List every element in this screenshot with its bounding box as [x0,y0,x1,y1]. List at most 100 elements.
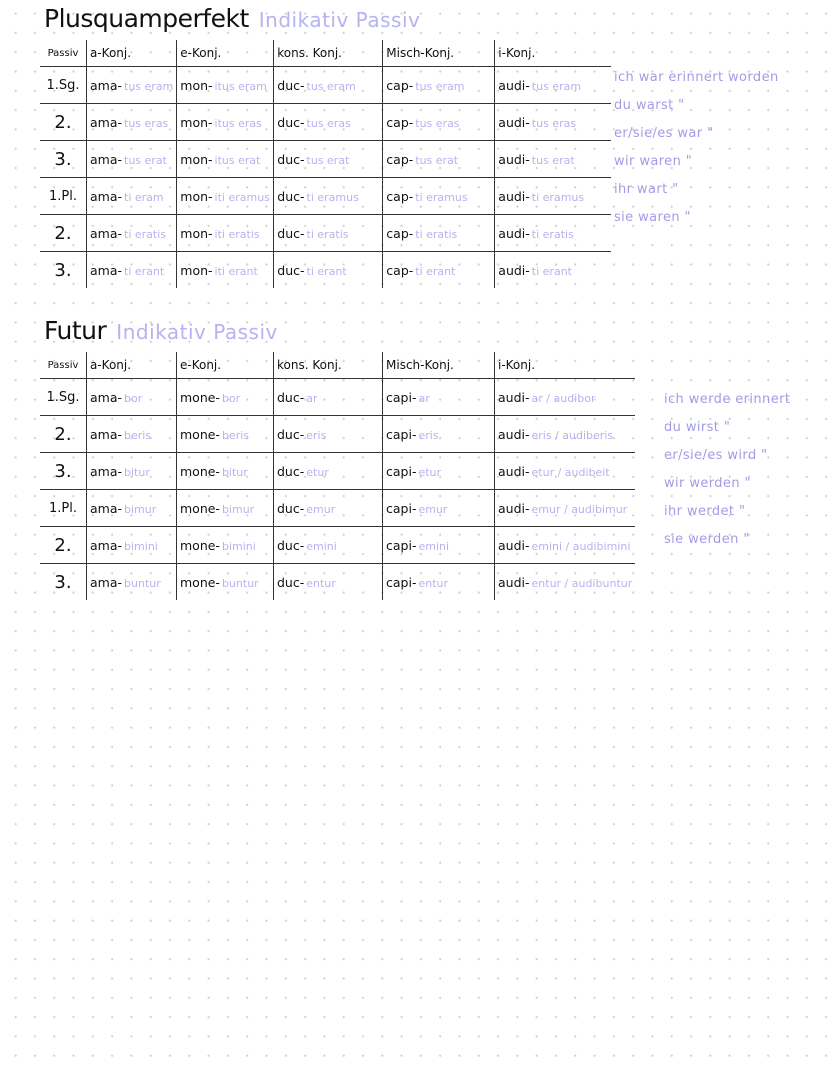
verb-ending: tus eram [124,79,174,93]
conjugation-cell: audi-tus eram [494,66,612,104]
table-row: 3. ama-tus erat mon-itus erat duc-tus erat c… [40,140,612,178]
conjugation-cell: audi-emini / audibimini [494,526,636,564]
verb-stem: audi- [498,225,530,241]
column-header: Passiv [40,40,87,67]
verb-ending: itus erat [214,153,261,167]
verb-stem: ama- [90,574,123,590]
conjugation-cell: ama-bimini [86,526,177,564]
conjugation-cell: mon-itus eras [176,103,274,141]
verb-stem: ama- [90,500,123,516]
verb-stem: cap- [386,151,414,167]
conjugation-cell: mone-bitur [176,452,274,490]
verb-ending: tus erat [415,153,459,167]
verb-stem: capi- [386,389,417,405]
verb-stem: audi- [498,114,530,130]
table-row: 1.Sg. ama-tus eram mon-itus eram duc-tus er… [40,66,612,104]
verb-ending: ti erant [531,264,572,278]
conjugation-cell: audi-entur / audibuntur [494,563,636,600]
verb-ending: eris [306,428,327,442]
person-label: 1.Sg. [40,378,87,416]
conjugation-cell: mon-iti eramus [176,177,274,215]
verb-ending: tus eras [415,116,460,130]
translation-line: wir waren " [614,154,693,169]
header-row: Passiv a-Konj. e-Konj. kons. Konj. Misch-Kon… [40,40,612,67]
conjugation-cell: capi-etur [382,452,495,490]
conjugation-cell: ama-ti eratis [85,214,177,252]
verb-stem: mone- [180,537,220,553]
verb-stem: ama- [90,151,123,167]
conjugation-cell: duc-ti erant [273,251,383,288]
verb-ending: entur [418,576,448,590]
verb-ending: tus eras [306,116,351,130]
verb-ending: emur [306,502,336,516]
verb-stem: mon- [180,77,213,93]
conjugation-cell: mon-iti erant [176,251,274,288]
table-row: 2. ama-tus eras mon-itus eras duc-tus eras c… [40,103,612,141]
person-label: 3. [54,571,72,593]
section-title: Futur Indikativ Passiv [44,316,278,345]
conjugation-cell: audi-ti erant [494,251,612,288]
column-header: Misch-Konj. [382,40,495,67]
verb-stem: audi- [498,262,530,278]
conjugation-cell: ama-buntur [86,563,177,600]
verb-stem: audi- [498,389,530,405]
person-label: 2. [40,103,87,141]
verb-ending: iti eramus [214,190,270,204]
verb-stem: ama- [90,114,123,130]
conjugation-cell: capi-emini [382,526,495,564]
verb-stem: duc- [277,225,305,241]
translation-line: ihr wart " [614,182,679,197]
verb-ending: bitur [124,465,150,479]
verb-stem: duc- [277,574,305,590]
conjugation-cell: ama-ti erant [85,251,177,288]
conjugation-cell: capi-ar [382,378,495,416]
verb-stem: ama- [90,262,123,278]
verb-ending: ar [306,391,318,405]
verb-stem: audi- [498,426,530,442]
conjugation-cell: cap-tus eras [382,103,495,141]
verb-stem: mone- [180,574,220,590]
verb-stem: mone- [180,389,220,405]
verb-ending: ti eramus [531,190,585,204]
conjugation-cell: duc-ti eramus [273,177,383,215]
translation-line: du wirst " [664,420,731,435]
verb-ending: tus erat [306,153,350,167]
verb-stem: duc- [277,426,305,442]
conjugation-cell: cap-tus eram [382,66,495,104]
person-label: 2. [40,526,87,564]
verb-stem: duc- [277,114,305,130]
conjugation-cell: cap-ti eramus [382,177,495,215]
conjugation-cell: capi-emur [382,489,495,527]
verb-stem: audi- [498,188,530,204]
column-header: Misch-Konj. [382,352,495,379]
conjugation-cell: ama-bor [86,378,177,416]
translation-line: ich war erinnert worden [614,70,779,85]
verb-stem: ama- [90,77,123,93]
table-row: 2. ama-ti eratis mon-iti eratis duc-ti erat… [40,214,612,252]
verb-stem: mone- [180,463,220,479]
conjugation-cell: mone-bimini [176,526,274,564]
verb-stem: audi- [498,151,530,167]
verb-ending: beris [124,428,152,442]
conjugation-cell: ama-tus eras [85,103,177,141]
column-header: e-Konj. [176,352,274,379]
verb-ending: etur [418,465,442,479]
verb-stem: mon- [180,114,213,130]
verb-stem: cap- [386,114,414,130]
verb-ending: beris [221,428,250,442]
verb-ending: emini [306,539,337,553]
verb-stem: mone- [180,426,220,442]
verb-ending: ti erant [306,264,347,278]
conjugation-cell: duc-ti eratis [273,214,383,252]
conjugation-cell: mone-beris [176,415,274,453]
verb-stem: ama- [90,389,123,405]
verb-stem: capi- [386,426,417,442]
section-title: Plusquamperfekt Indikativ Passiv [44,4,420,33]
conjugation-cell: capi-entur [382,563,495,600]
person-label: 1.Pl. [40,177,87,215]
verb-ending: iti erant [214,264,258,278]
verb-ending: buntur [124,576,161,590]
column-header: kons. Konj. [273,40,383,67]
column-header: a-Konj. [86,352,177,379]
conjugation-cell: ama-beris [86,415,177,453]
